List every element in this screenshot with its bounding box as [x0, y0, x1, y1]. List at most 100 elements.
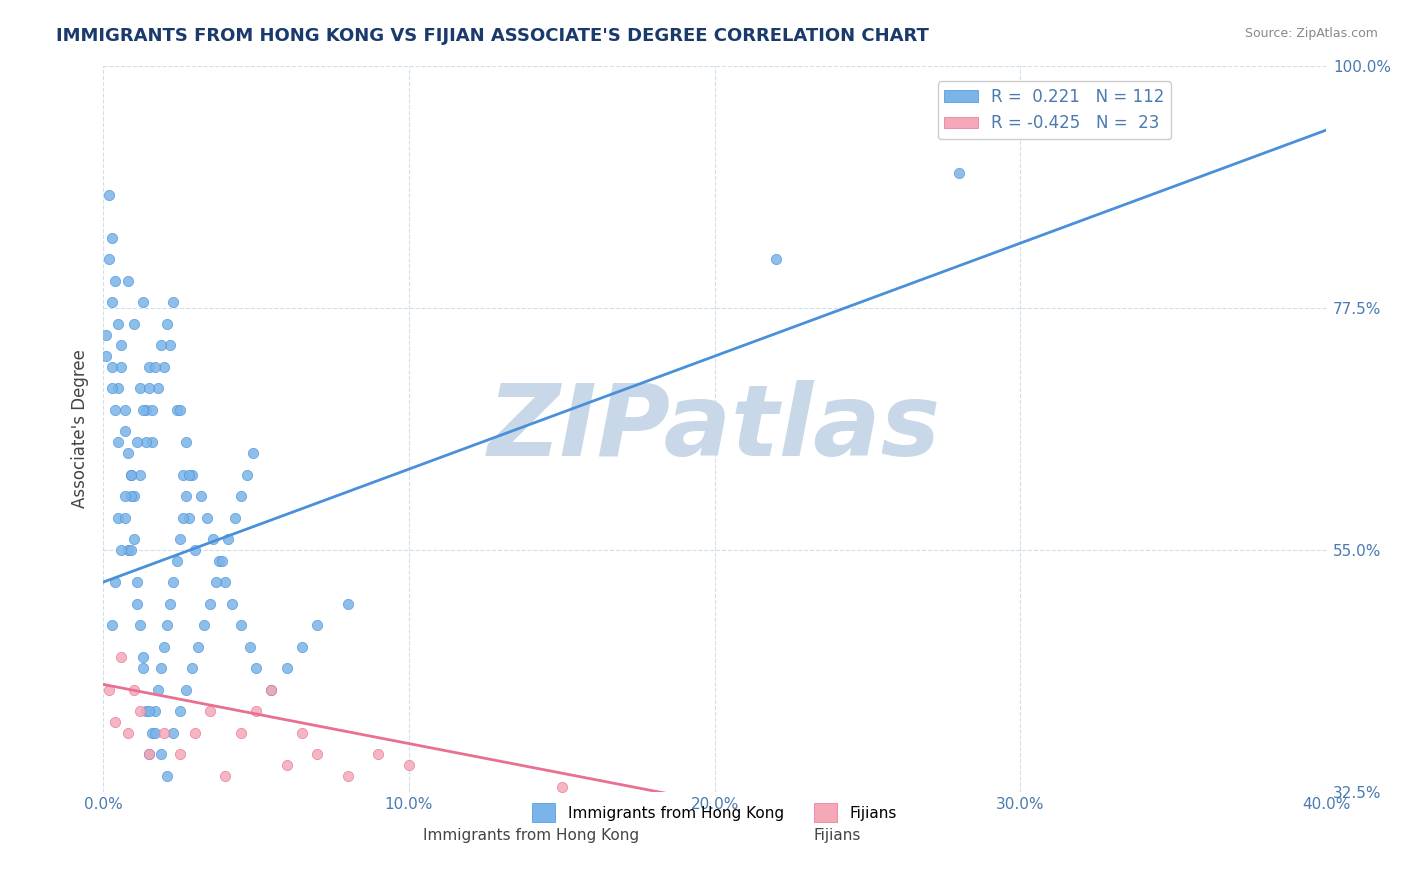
Point: [245, 661, 267, 675]
Point: [276, 661, 298, 675]
Point: [169, 403, 191, 417]
Point: [336, 597, 359, 611]
Legend: Immigrants from Hong Kong, Fijians: Immigrants from Hong Kong, Fijians: [526, 797, 903, 828]
Point: [114, 403, 136, 417]
Point: [143, 359, 166, 374]
Point: [195, 510, 218, 524]
Point: [229, 618, 252, 632]
Point: [245, 704, 267, 718]
Point: [159, 597, 181, 611]
Point: [208, 553, 231, 567]
Point: [98, 682, 121, 697]
Point: [202, 532, 225, 546]
Point: [120, 489, 142, 503]
Point: [138, 381, 160, 395]
Point: [169, 747, 191, 762]
Point: [180, 467, 202, 482]
Point: [211, 553, 233, 567]
Point: [122, 532, 145, 546]
Point: [141, 403, 163, 417]
Point: [117, 726, 139, 740]
Point: [367, 747, 389, 762]
Point: [150, 747, 173, 762]
Point: [114, 510, 136, 524]
Point: [177, 510, 200, 524]
Point: [117, 274, 139, 288]
Point: [107, 381, 129, 395]
Point: [153, 359, 176, 374]
Point: [162, 575, 184, 590]
Point: [132, 650, 155, 665]
Point: [193, 618, 215, 632]
Point: [184, 542, 207, 557]
Point: [107, 510, 129, 524]
Point: [135, 704, 157, 718]
Point: [104, 274, 127, 288]
Point: [132, 661, 155, 675]
Point: [110, 359, 132, 374]
Point: [132, 403, 155, 417]
Point: [187, 640, 209, 654]
Point: [276, 758, 298, 772]
Point: [150, 661, 173, 675]
Point: [159, 338, 181, 352]
Point: [236, 467, 259, 482]
Point: [101, 295, 124, 310]
Point: [96, 327, 118, 342]
Point: [156, 317, 179, 331]
Point: [214, 575, 236, 590]
Point: [122, 682, 145, 697]
Point: [307, 747, 329, 762]
Point: [125, 575, 148, 590]
Point: [128, 467, 150, 482]
Point: [198, 597, 221, 611]
Point: [336, 769, 359, 783]
Point: [101, 618, 124, 632]
Point: [174, 435, 197, 450]
Point: [138, 747, 160, 762]
Point: [184, 726, 207, 740]
Point: [110, 542, 132, 557]
Point: [172, 467, 194, 482]
Point: [260, 682, 283, 697]
Point: [110, 338, 132, 352]
Point: [104, 714, 127, 729]
Point: [177, 467, 200, 482]
Text: Fijians: Fijians: [813, 829, 860, 843]
Point: [169, 704, 191, 718]
Point: [190, 489, 212, 503]
Point: [143, 704, 166, 718]
Point: [125, 435, 148, 450]
Point: [138, 704, 160, 718]
Text: IMMIGRANTS FROM HONG KONG VS FIJIAN ASSOCIATE'S DEGREE CORRELATION CHART: IMMIGRANTS FROM HONG KONG VS FIJIAN ASSO…: [56, 27, 929, 45]
Point: [141, 435, 163, 450]
Point: [143, 726, 166, 740]
Point: [948, 166, 970, 180]
Point: [856, 833, 879, 847]
Point: [205, 575, 228, 590]
Point: [98, 252, 121, 267]
Point: [166, 403, 188, 417]
Point: [551, 780, 574, 794]
Point: [198, 704, 221, 718]
Point: [117, 542, 139, 557]
Point: [117, 446, 139, 460]
Point: [229, 489, 252, 503]
Point: [229, 726, 252, 740]
Point: [214, 769, 236, 783]
Point: [239, 640, 262, 654]
Point: [765, 252, 787, 267]
Point: [128, 381, 150, 395]
Point: [138, 359, 160, 374]
Point: [166, 553, 188, 567]
Point: [135, 403, 157, 417]
Point: [172, 510, 194, 524]
Y-axis label: Associate's Degree: Associate's Degree: [72, 350, 89, 508]
Point: [120, 467, 142, 482]
Point: [104, 403, 127, 417]
Point: [174, 489, 197, 503]
Point: [104, 575, 127, 590]
Point: [242, 446, 264, 460]
Point: [141, 726, 163, 740]
Point: [132, 295, 155, 310]
